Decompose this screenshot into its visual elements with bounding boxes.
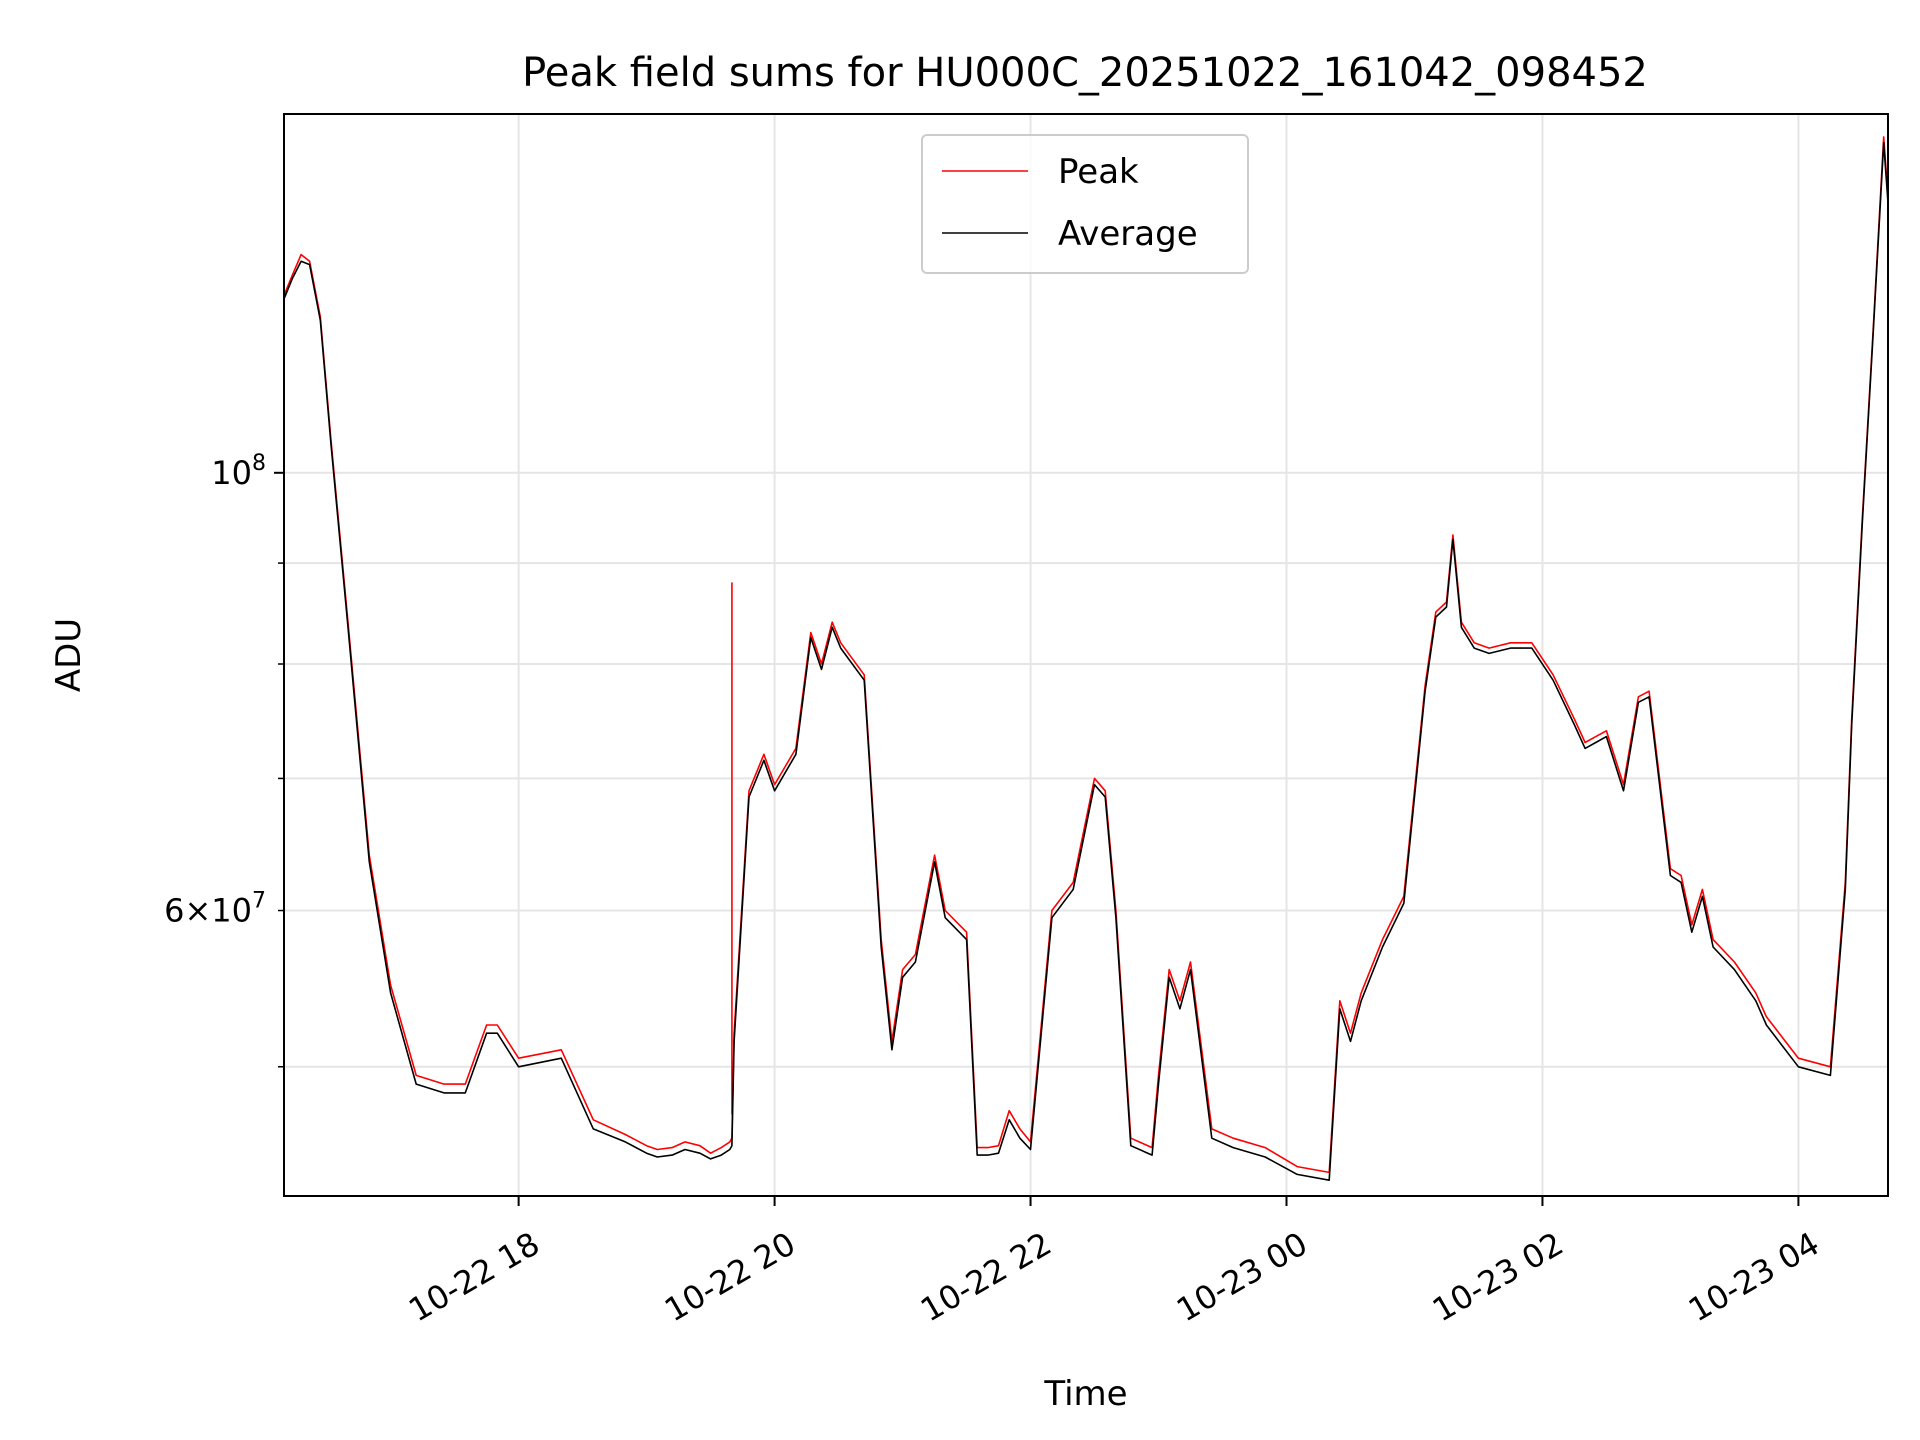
legend-box <box>921 134 1249 274</box>
chart-title: Peak field sums for HU000C_20251022_1610… <box>522 50 1648 96</box>
y-axis-ticks: 108 6×107 <box>164 451 284 1068</box>
series-line-average <box>283 141 1889 1181</box>
legend-label-peak: Peak <box>1058 152 1139 192</box>
x-axis-label: Time <box>1043 1374 1127 1414</box>
y-tick-label: 108 <box>211 451 266 492</box>
legend-label-average: Average <box>1058 214 1198 254</box>
plot-frame <box>283 113 1889 1197</box>
series-line-peak <box>283 136 1889 1174</box>
legend: Peak Average <box>921 134 1249 274</box>
y-tick-label: 6×107 <box>164 889 266 930</box>
series-layer <box>283 136 1889 1181</box>
y-axis-label: ADU <box>49 618 89 692</box>
grid <box>284 114 1888 1196</box>
